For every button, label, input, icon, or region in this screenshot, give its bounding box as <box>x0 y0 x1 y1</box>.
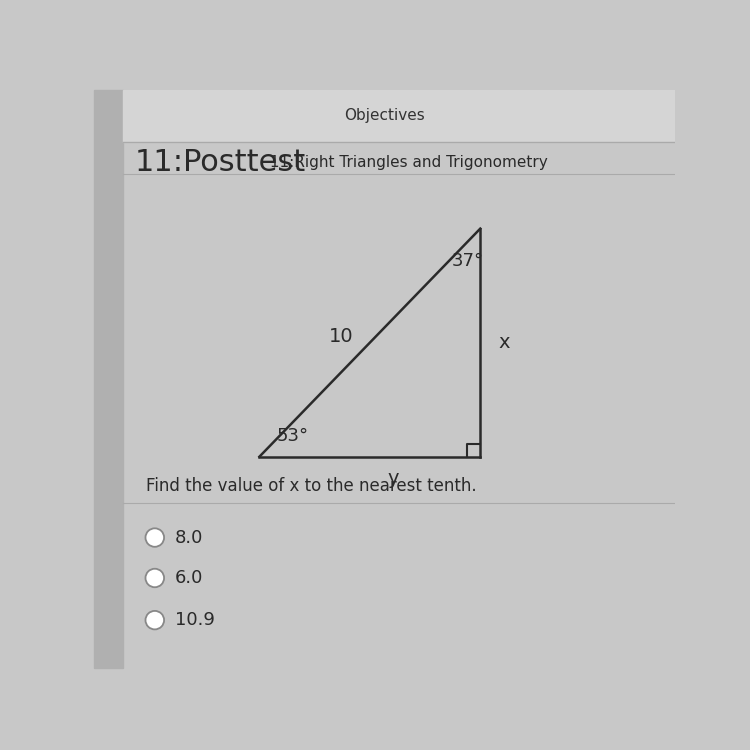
Circle shape <box>146 568 164 587</box>
Text: x: x <box>499 333 511 352</box>
Text: 11:Right Triangles and Trigonometry: 11:Right Triangles and Trigonometry <box>266 154 548 170</box>
Text: y: y <box>387 470 399 488</box>
Text: 10: 10 <box>328 328 353 346</box>
Text: 10.9: 10.9 <box>175 611 215 629</box>
Text: Objectives: Objectives <box>344 109 424 124</box>
Text: 8.0: 8.0 <box>175 529 203 547</box>
Text: 6.0: 6.0 <box>175 569 203 587</box>
Text: 37°: 37° <box>452 252 483 270</box>
Text: 11:Posttest: 11:Posttest <box>134 148 306 177</box>
Text: 53°: 53° <box>277 427 309 445</box>
Bar <box>123 90 675 142</box>
Text: Find the value of x to the nearest tenth.: Find the value of x to the nearest tenth… <box>146 476 477 494</box>
Bar <box>94 90 123 668</box>
Circle shape <box>146 528 164 547</box>
Circle shape <box>146 611 164 629</box>
